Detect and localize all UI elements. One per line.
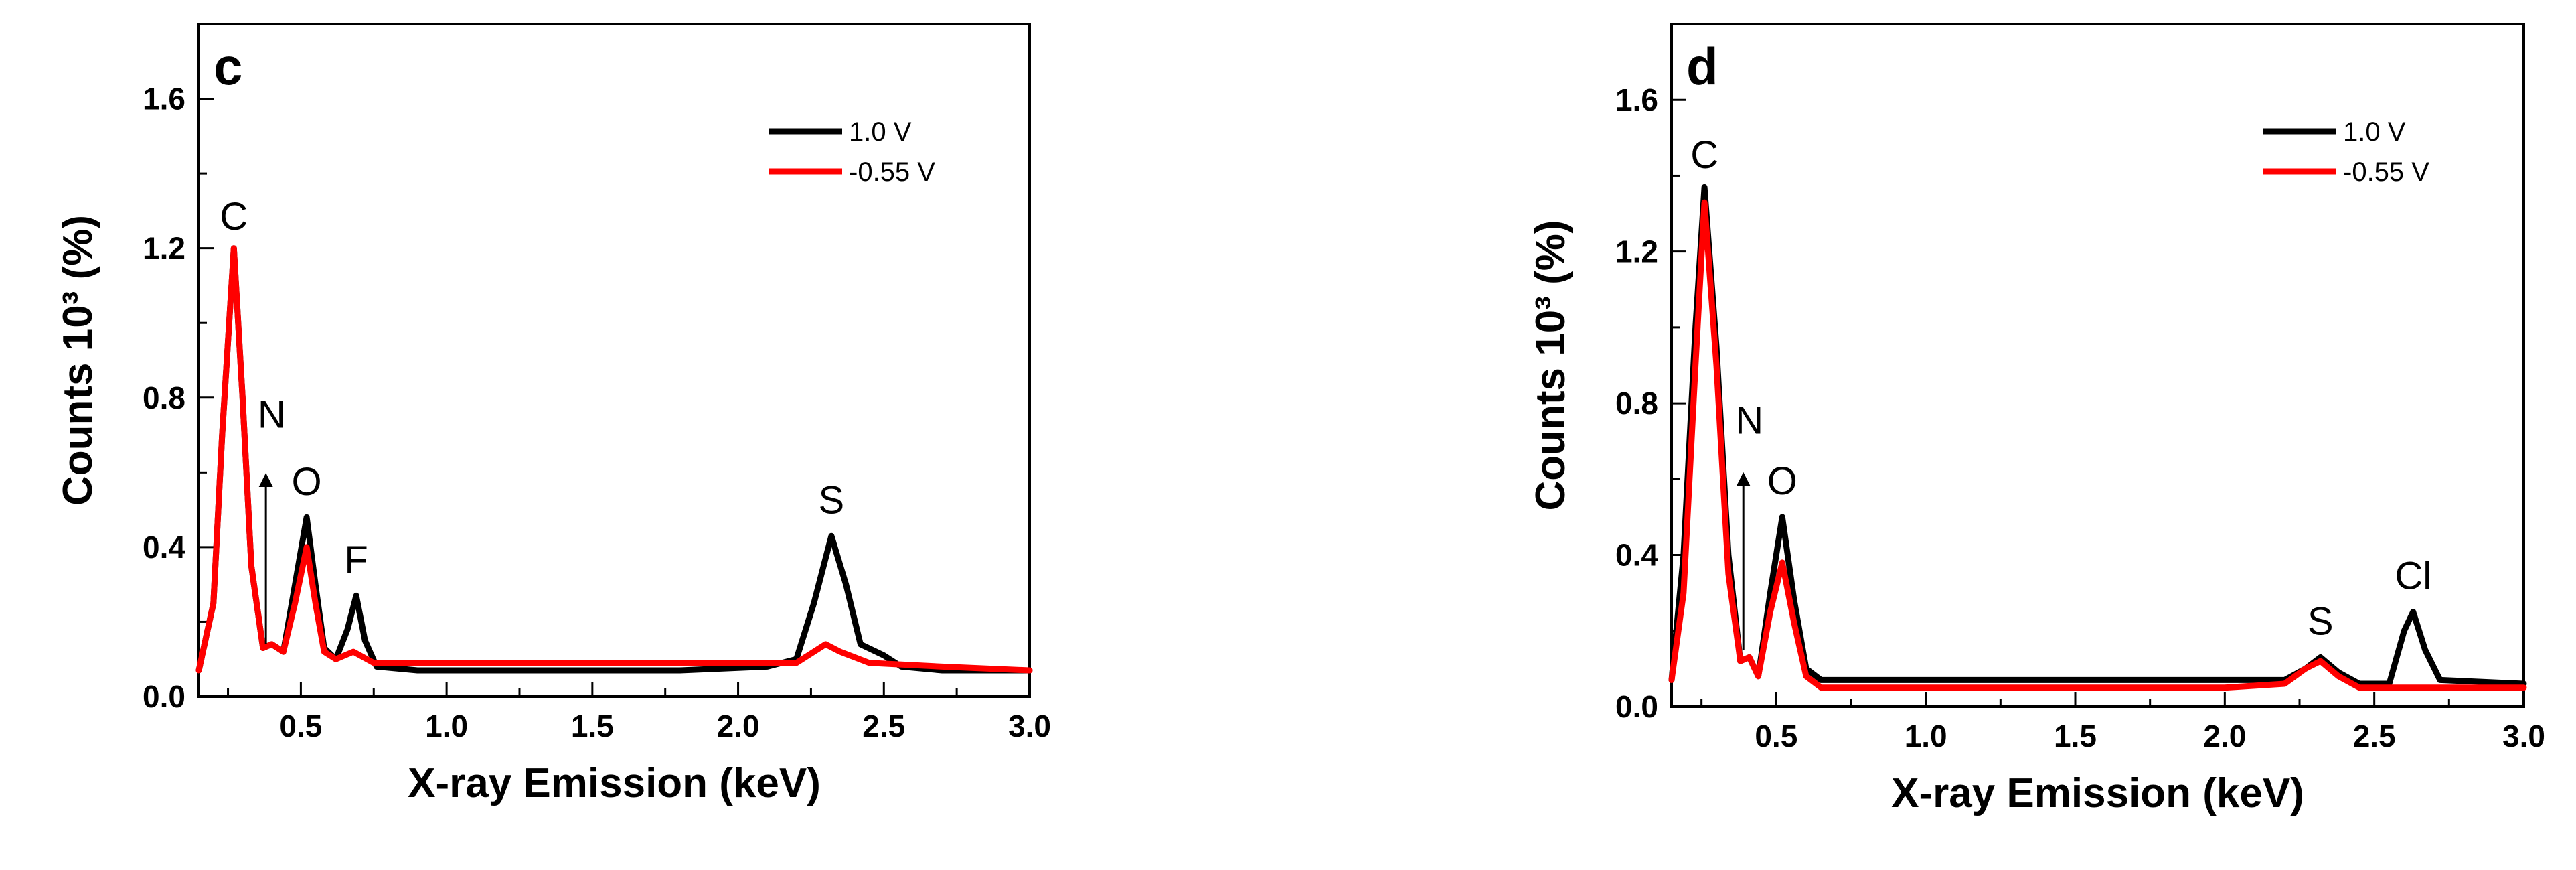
plot-frame <box>1670 23 2525 708</box>
x-tick-label: 1.0 <box>425 709 468 743</box>
x-tick-label: 2.5 <box>862 709 905 743</box>
peak-label: S <box>819 479 845 522</box>
x-tick-label: 1.5 <box>2054 719 2097 753</box>
y-tick-label: 1.2 <box>143 231 185 266</box>
x-axis-title: X-ray Emission (keV) <box>408 760 821 806</box>
peak-label: O <box>1767 459 1797 503</box>
y-tick-label: 1.2 <box>1615 234 1658 269</box>
legend-label: 1.0 V <box>2343 117 2406 147</box>
y-tick-label: 0.8 <box>143 380 185 415</box>
y-tick-label: 1.6 <box>1615 82 1658 117</box>
peak-label: N <box>258 392 286 436</box>
peak-label: N <box>1735 398 1763 442</box>
y-tick-label: 0.4 <box>143 530 185 565</box>
x-tick-label: 1.0 <box>1905 719 1947 753</box>
peak-label: F <box>344 538 368 582</box>
x-tick-label: 0.5 <box>279 709 322 743</box>
series-line-red <box>1668 199 2527 691</box>
plot-frame <box>197 23 1031 698</box>
y-tick-label: 0.8 <box>1615 386 1658 421</box>
peak-label: C <box>220 195 248 238</box>
y-tick-label: 1.6 <box>143 82 185 117</box>
x-tick-label: 2.5 <box>2353 719 2396 753</box>
chart-panel-d: 0.0 0.4 0.8 1.2 1.6 0.5 1.0 1.5 2.0 2.5 3.0 X-ray E… <box>1528 23 2545 816</box>
panel-letter: d <box>1686 37 1718 96</box>
series-line-black <box>195 245 1033 674</box>
y-axis-title: Counts 10³ (%) <box>55 215 101 506</box>
panel-letter: c <box>214 37 242 96</box>
peak-label: Cl <box>2395 555 2431 598</box>
y-tick-label: 0.0 <box>1615 689 1658 724</box>
legend-label: -0.55 V <box>2343 157 2429 187</box>
x-tick-label: 2.0 <box>717 709 760 743</box>
peak-label: C <box>1690 133 1718 177</box>
x-tick-label: 2.0 <box>2203 719 2246 753</box>
x-tick-label: 3.0 <box>2502 719 2545 753</box>
series-line-red <box>195 245 1033 674</box>
peak-label: S <box>2308 599 2334 643</box>
peak-label: O <box>292 460 322 504</box>
series-line-black <box>1668 184 2527 687</box>
x-axis-title: X-ray Emission (keV) <box>1891 770 2304 816</box>
legend-label: -0.55 V <box>849 157 935 187</box>
y-tick-label: 0.0 <box>143 679 185 714</box>
y-tick-label: 0.4 <box>1615 538 1658 573</box>
legend-label: 1.0 V <box>849 117 912 147</box>
chart-panel-c: 0.0 0.4 0.8 1.2 1.6 0.5 1.0 1.5 2.0 2.5 3.0 X-ray E… <box>55 23 1051 806</box>
x-tick-label: 3.0 <box>1008 709 1051 743</box>
x-tick-label: 1.5 <box>571 709 614 743</box>
x-tick-label: 0.5 <box>1755 719 1797 753</box>
y-axis-title: Counts 10³ (%) <box>1528 220 1574 511</box>
